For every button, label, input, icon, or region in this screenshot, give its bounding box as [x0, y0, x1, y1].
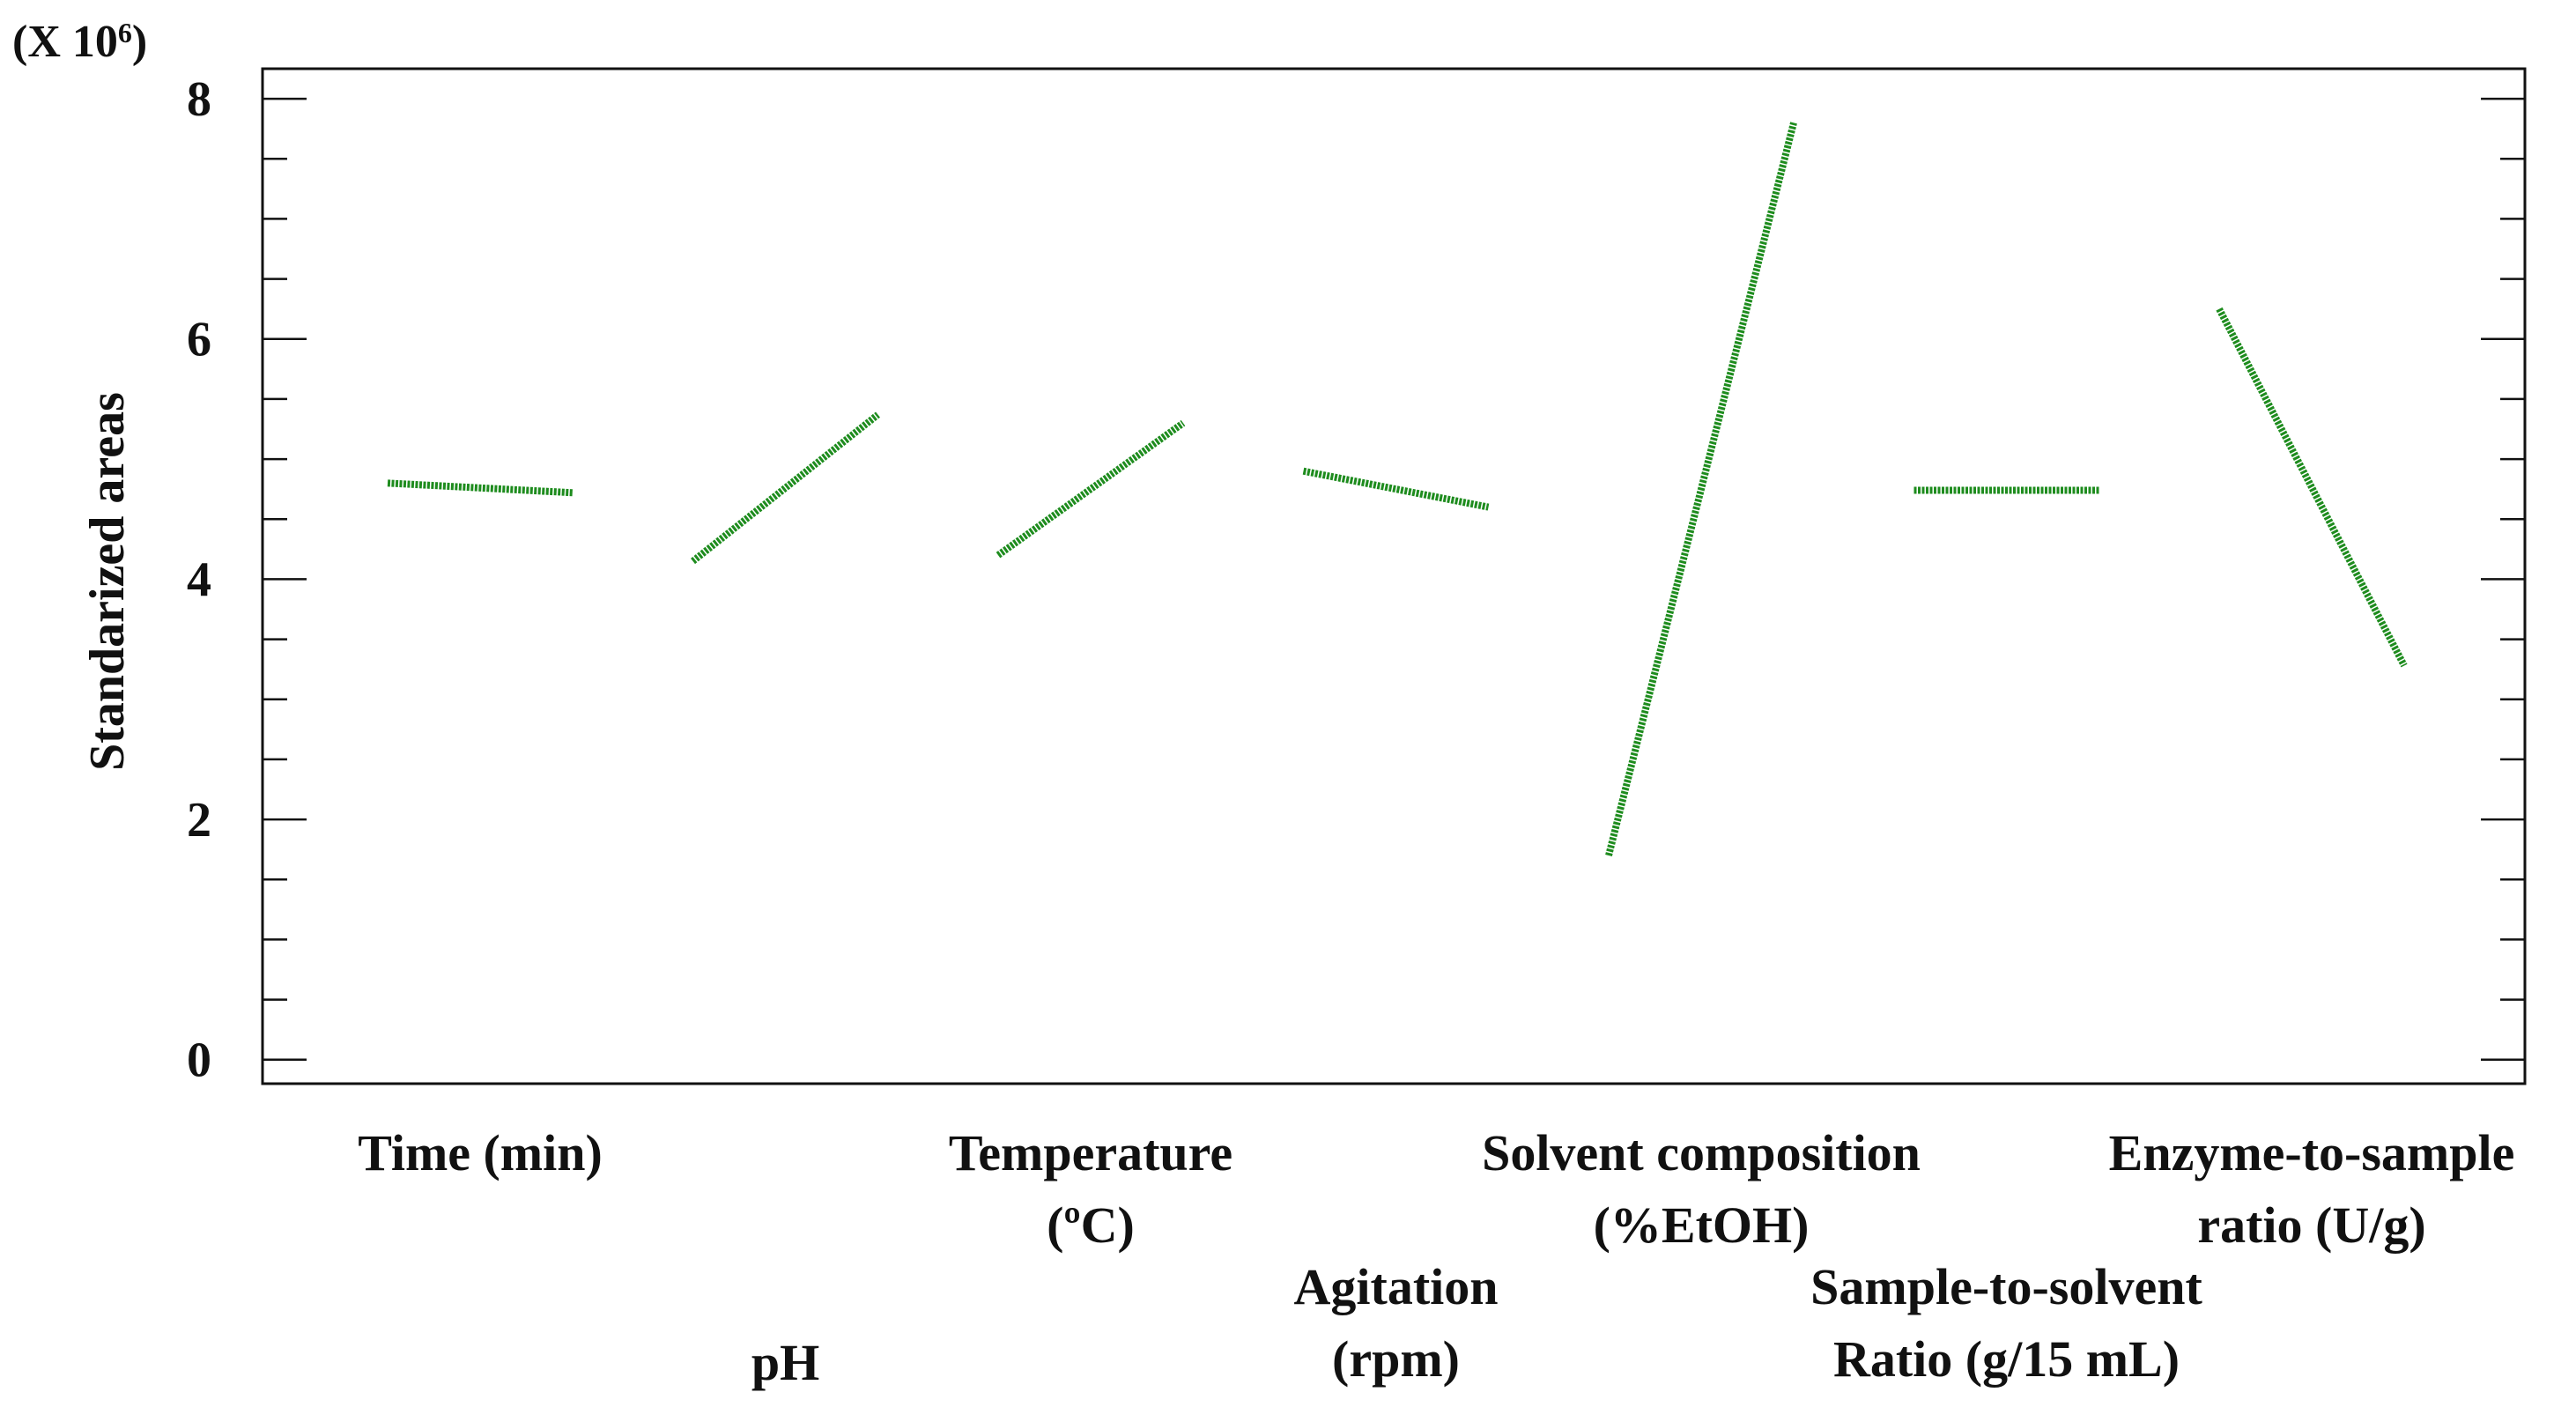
factor-effect-lines	[387, 122, 2408, 856]
factor-label-line: (rpm)	[1332, 1330, 1460, 1388]
factor-label: Agitation (rpm)	[1294, 1258, 1499, 1388]
factor-effect-line	[1302, 467, 1490, 511]
y-axis-ticks	[263, 97, 2525, 1061]
factor-label: Temperature (ºC)	[949, 1124, 1232, 1254]
factor-label: Solvent composition (%EtOH)	[1482, 1124, 1921, 1254]
factor-label-line: ratio (U/g)	[2197, 1196, 2425, 1254]
factor-label: Enzyme-to-sample ratio (U/g)	[2109, 1124, 2515, 1254]
factor-label-line: Sample-to-solvent	[1810, 1258, 2202, 1315]
y-tick-label: 2	[187, 793, 211, 848]
y-tick-label: 4	[187, 552, 211, 607]
plot-frame	[261, 67, 2527, 1085]
factor-label-line: Time (min)	[358, 1124, 603, 1181]
factor-labels: Time (min) pH Temperature (ºC) Agitation (rpm…	[358, 1124, 2514, 1391]
factor-label-line: Enzyme-to-sample	[2109, 1124, 2515, 1181]
y-tick-label: 6	[187, 313, 211, 367]
y-axis-label: Standarized areas	[80, 392, 135, 771]
factor-label-line: Solvent composition	[1482, 1124, 1921, 1181]
y-axis-tick-labels: 0 2 4 6 8	[187, 72, 211, 1088]
y-tick-label: 8	[187, 72, 211, 127]
factor-label-line: Agitation	[1294, 1258, 1499, 1315]
factor-label-line: Temperature	[949, 1124, 1232, 1181]
y-scale-exponent: 6	[118, 17, 132, 48]
factor-label-line: (%EtOH)	[1594, 1196, 1810, 1254]
factor-effect-line	[2216, 307, 2408, 668]
factor-label: Time (min)	[358, 1124, 603, 1181]
factor-label-line: pH	[751, 1334, 819, 1391]
factor-label: Sample-to-solvent Ratio (g/15 mL)	[1810, 1258, 2202, 1388]
factor-label-line: Ratio (g/15 mL)	[1833, 1330, 2180, 1388]
factor-label: pH	[751, 1334, 819, 1391]
y-tick-label: 0	[187, 1033, 211, 1088]
factor-effect-line	[691, 411, 880, 565]
y-scale-label: (X 106)	[12, 17, 147, 67]
factor-effect-line	[996, 419, 1186, 559]
y-scale-prefix: (X 10	[12, 17, 118, 67]
factor-effect-line	[1605, 122, 1797, 856]
factor-label-line: (ºC)	[1047, 1196, 1135, 1254]
factor-effect-line	[387, 479, 574, 497]
y-scale-suffix: )	[132, 17, 147, 67]
